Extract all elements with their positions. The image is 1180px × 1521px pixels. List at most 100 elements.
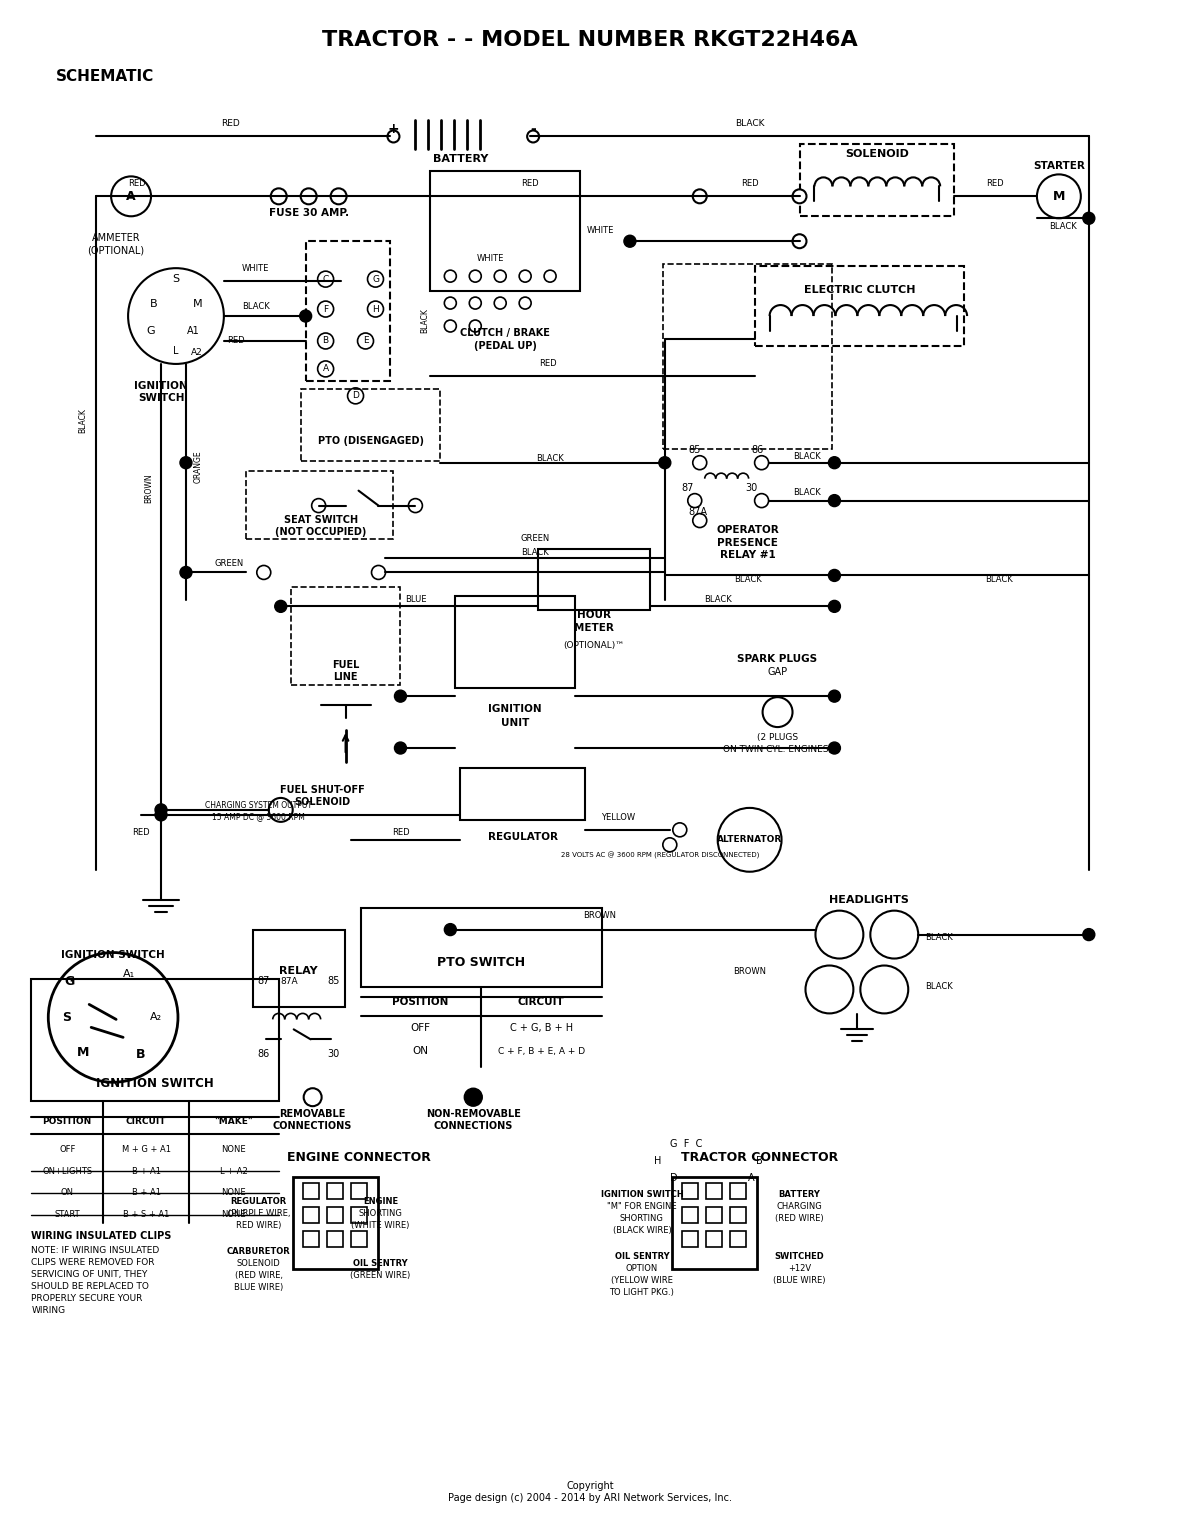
Text: BLACK: BLACK bbox=[242, 303, 270, 312]
Text: -: - bbox=[530, 123, 536, 137]
Circle shape bbox=[312, 499, 326, 513]
Circle shape bbox=[871, 911, 918, 958]
Text: CIRCUIT: CIRCUIT bbox=[126, 1116, 166, 1126]
Text: C: C bbox=[322, 275, 329, 283]
Bar bbox=[682, 1230, 697, 1247]
Text: 30: 30 bbox=[746, 482, 758, 493]
Text: F: F bbox=[323, 304, 328, 313]
Text: (BLACK WIRE): (BLACK WIRE) bbox=[612, 1226, 671, 1235]
Text: A₂: A₂ bbox=[150, 1013, 162, 1022]
Text: H: H bbox=[654, 1156, 662, 1167]
Text: CLIPS WERE REMOVED FOR: CLIPS WERE REMOVED FOR bbox=[32, 1258, 155, 1267]
Text: (RED WIRE,: (RED WIRE, bbox=[235, 1270, 283, 1279]
Circle shape bbox=[257, 566, 270, 580]
Circle shape bbox=[275, 601, 287, 613]
Text: SEAT SWITCH: SEAT SWITCH bbox=[283, 514, 358, 525]
Text: (OPTIONAL): (OPTIONAL) bbox=[87, 245, 145, 256]
Bar bbox=[306, 242, 391, 380]
Text: 85: 85 bbox=[327, 976, 340, 987]
Text: ON+LIGHTS: ON+LIGHTS bbox=[42, 1167, 92, 1176]
Text: BLACK: BLACK bbox=[420, 309, 428, 333]
Bar bbox=[350, 1183, 367, 1199]
Text: OIL SENTRY: OIL SENTRY bbox=[353, 1259, 408, 1269]
Text: ON: ON bbox=[60, 1188, 73, 1197]
Text: Page design (c) 2004 - 2014 by ARI Network Services, Inc.: Page design (c) 2004 - 2014 by ARI Netwo… bbox=[448, 1494, 732, 1503]
Circle shape bbox=[828, 494, 840, 506]
Text: TRACTOR CONNECTOR: TRACTOR CONNECTOR bbox=[681, 1151, 838, 1164]
Text: BLACK: BLACK bbox=[735, 119, 765, 128]
Text: SERVICING OF UNIT, THEY: SERVICING OF UNIT, THEY bbox=[32, 1270, 148, 1279]
Text: L + A2: L + A2 bbox=[219, 1167, 248, 1176]
Circle shape bbox=[269, 799, 293, 821]
Text: BLACK: BLACK bbox=[925, 932, 953, 941]
Text: L: L bbox=[173, 345, 178, 356]
Circle shape bbox=[470, 271, 481, 281]
Text: 86: 86 bbox=[257, 1049, 270, 1059]
Circle shape bbox=[793, 234, 806, 248]
Text: A: A bbox=[322, 365, 329, 374]
Text: RED WIRE): RED WIRE) bbox=[236, 1221, 282, 1230]
Text: REGULATOR: REGULATOR bbox=[489, 832, 558, 841]
Circle shape bbox=[387, 131, 400, 143]
Circle shape bbox=[658, 456, 670, 468]
Circle shape bbox=[860, 966, 909, 1013]
Text: GAP: GAP bbox=[767, 668, 787, 677]
Circle shape bbox=[828, 691, 840, 703]
Text: 87A: 87A bbox=[280, 978, 297, 987]
Text: IGNITION SWITCH: IGNITION SWITCH bbox=[96, 1077, 214, 1091]
Text: HEADLIGHTS: HEADLIGHTS bbox=[830, 894, 910, 905]
Circle shape bbox=[519, 297, 531, 309]
Text: BROWN: BROWN bbox=[733, 967, 766, 976]
Text: BLACK: BLACK bbox=[703, 595, 732, 604]
Circle shape bbox=[181, 456, 192, 468]
Text: 87: 87 bbox=[682, 482, 694, 493]
Text: G: G bbox=[372, 275, 379, 283]
Circle shape bbox=[348, 388, 363, 405]
Text: SCHEMATIC: SCHEMATIC bbox=[57, 68, 155, 84]
Circle shape bbox=[445, 297, 457, 309]
Text: (PURPLE WIRE,: (PURPLE WIRE, bbox=[228, 1209, 290, 1218]
Text: M + G + A1: M + G + A1 bbox=[122, 1145, 171, 1153]
Text: NONE: NONE bbox=[222, 1145, 247, 1153]
Text: BROWN: BROWN bbox=[144, 473, 153, 502]
Text: A2: A2 bbox=[191, 348, 203, 357]
Bar bbox=[682, 1183, 697, 1199]
Text: G  F  C: G F C bbox=[670, 1139, 702, 1148]
Circle shape bbox=[494, 297, 506, 309]
Text: "M" FOR ENGINE: "M" FOR ENGINE bbox=[607, 1202, 676, 1211]
Circle shape bbox=[317, 333, 334, 348]
Circle shape bbox=[129, 268, 224, 364]
Text: SOLENOID: SOLENOID bbox=[237, 1259, 281, 1269]
Circle shape bbox=[663, 838, 677, 852]
Circle shape bbox=[394, 742, 406, 754]
Text: IGNITION: IGNITION bbox=[489, 704, 542, 715]
Circle shape bbox=[408, 499, 422, 513]
Text: RED: RED bbox=[227, 336, 244, 345]
Circle shape bbox=[303, 1088, 322, 1106]
Text: G: G bbox=[146, 325, 156, 336]
Bar bbox=[361, 908, 602, 987]
Text: B + A1: B + A1 bbox=[131, 1188, 160, 1197]
Circle shape bbox=[624, 236, 636, 248]
Text: (WHITE WIRE): (WHITE WIRE) bbox=[352, 1221, 409, 1230]
Text: METER: METER bbox=[573, 624, 614, 633]
Circle shape bbox=[828, 456, 840, 468]
Text: (PEDAL UP): (PEDAL UP) bbox=[473, 341, 537, 351]
Text: (2 PLUGS: (2 PLUGS bbox=[758, 733, 798, 742]
Text: 15 AMP DC @ 3600 RPM: 15 AMP DC @ 3600 RPM bbox=[212, 812, 306, 821]
Text: S: S bbox=[172, 274, 179, 284]
Text: IGNITION: IGNITION bbox=[135, 380, 188, 391]
Circle shape bbox=[300, 310, 312, 322]
Bar bbox=[682, 1208, 697, 1223]
Text: A: A bbox=[126, 190, 136, 202]
Text: ENGINE: ENGINE bbox=[363, 1197, 398, 1206]
Bar bbox=[327, 1230, 342, 1247]
Text: CONNECTIONS: CONNECTIONS bbox=[273, 1121, 353, 1132]
Text: B + A1: B + A1 bbox=[131, 1167, 160, 1176]
Text: REGULATOR: REGULATOR bbox=[230, 1197, 287, 1206]
Text: BLACK: BLACK bbox=[985, 575, 1012, 584]
Bar bbox=[350, 1208, 367, 1223]
Circle shape bbox=[544, 271, 556, 281]
Text: WIRING INSULATED CLIPS: WIRING INSULATED CLIPS bbox=[32, 1230, 172, 1241]
Text: POSITION: POSITION bbox=[392, 998, 448, 1007]
